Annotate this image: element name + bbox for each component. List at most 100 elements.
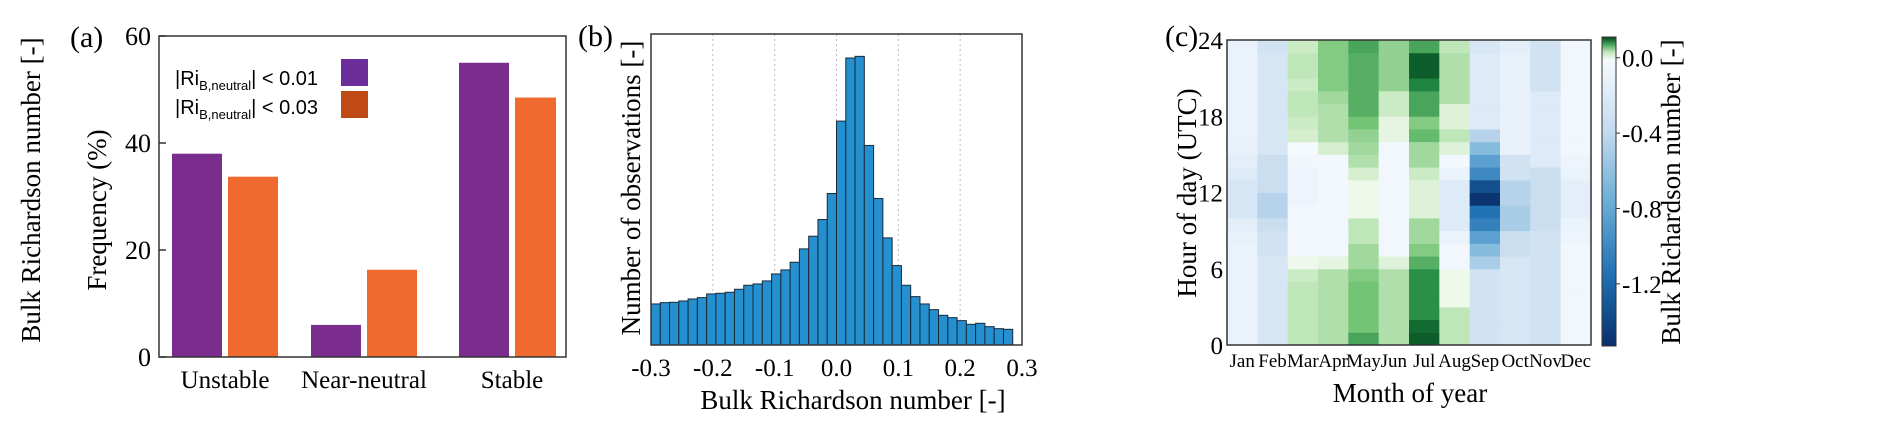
heatmap-cell	[1469, 243, 1501, 257]
month-label: May	[1346, 351, 1381, 372]
heatmap-cell	[1348, 154, 1380, 168]
heatmap-cell	[1530, 65, 1562, 79]
legend-label-2: |RiB,neutral| < 0.03	[175, 97, 318, 122]
heatmap-cell	[1500, 306, 1531, 321]
heatmap-cell	[1318, 116, 1349, 130]
heatmap-cell	[1409, 116, 1440, 130]
heatmap-cell	[1409, 90, 1440, 105]
heatmap-cell	[1257, 268, 1289, 282]
histogram-bar	[854, 55, 865, 346]
heatmap-cell	[1560, 243, 1592, 257]
heatmap-cell	[1348, 306, 1380, 321]
heatmap-cell	[1469, 167, 1501, 181]
heatmap-cell	[1318, 268, 1349, 282]
heatmap-cell	[1530, 52, 1562, 66]
histogram-bar	[808, 235, 819, 346]
heatmap-cell	[1500, 65, 1531, 79]
heatmap-cell	[1409, 141, 1440, 155]
panel-c: (c) Hour of day (UTC) Month of year Bulk…	[1165, 20, 1686, 408]
heatmap-cell	[1287, 205, 1319, 219]
heatmap-cell	[1560, 306, 1592, 321]
heatmap-cell	[1530, 230, 1562, 244]
heatmap-cell	[1287, 192, 1319, 206]
heatmap-cell	[1530, 217, 1562, 232]
histogram-bar	[993, 328, 1004, 346]
heatmap-cell	[1227, 78, 1258, 92]
heatmap-cell	[1409, 128, 1440, 143]
heatmap-cell	[1469, 217, 1501, 232]
heatmap-cell	[1409, 78, 1440, 92]
heatmap-cell	[1530, 103, 1562, 117]
heatmap-cell	[1439, 319, 1471, 333]
heatmap-cell	[1409, 65, 1440, 79]
heatmap-cell	[1409, 294, 1440, 308]
x-tick-label: -0.2	[693, 355, 733, 382]
x-tick-label: 0.2	[945, 355, 976, 382]
heatmap-cell	[1348, 230, 1380, 244]
month-label: Feb	[1258, 351, 1287, 372]
heatmap-cell	[1348, 332, 1380, 346]
heatmap-cell	[1318, 78, 1349, 92]
heatmap-cell	[1560, 230, 1592, 244]
y-tick-label: 24	[1198, 28, 1224, 55]
heatmap-cell	[1469, 192, 1501, 206]
colorbar-tick-label: -0.4	[1622, 121, 1662, 148]
histogram-bar	[947, 317, 958, 346]
heatmap-cell	[1500, 116, 1531, 130]
heatmap-cell	[1257, 78, 1289, 92]
heatmap-cell	[1560, 128, 1592, 143]
heatmap-cell	[1287, 306, 1319, 321]
heatmap-cell	[1257, 281, 1289, 295]
heatmap-cell	[1348, 192, 1380, 206]
y-tick-label: 60	[125, 22, 151, 51]
heatmap-cell	[1500, 128, 1531, 143]
heatmap-cell	[1257, 167, 1289, 181]
bar-unstable-series-1	[172, 153, 222, 357]
heatmap-cell	[1227, 52, 1258, 66]
heatmap-cell	[1469, 52, 1501, 66]
heatmap-cell	[1227, 230, 1258, 244]
heatmap-cell	[1348, 167, 1380, 181]
heatmap-cell	[1318, 40, 1349, 54]
heatmap-cell	[1287, 78, 1319, 92]
heatmap-cell	[1227, 116, 1258, 130]
legend-swatch-2	[341, 91, 368, 118]
heatmap-cell	[1318, 141, 1349, 155]
x-tick-label: Unstable	[181, 367, 270, 394]
heatmap-cell	[1227, 154, 1258, 168]
y-tick-label: 20	[125, 236, 151, 265]
heatmap-cell	[1348, 268, 1380, 282]
colorbar	[1601, 36, 1617, 347]
heatmap-cell	[1560, 268, 1592, 282]
histogram-bar	[743, 284, 754, 346]
heatmap-cell	[1560, 217, 1592, 232]
heatmap-cell	[1500, 217, 1531, 232]
heatmap-cell	[1409, 319, 1440, 333]
heatmap-cell	[1257, 52, 1289, 66]
heatmap-cell	[1409, 243, 1440, 257]
histogram-bar	[650, 303, 661, 346]
histogram-bar	[659, 302, 671, 346]
heatmap-cell	[1469, 78, 1501, 92]
heatmap-cell	[1469, 256, 1501, 270]
histogram-bar	[984, 326, 995, 346]
histogram-bar	[696, 297, 708, 346]
heatmap-cell	[1439, 103, 1471, 117]
histogram-bar	[910, 296, 921, 346]
heatmap-cell	[1378, 294, 1410, 308]
heatmap-cell	[1318, 306, 1349, 321]
heatmap-cell	[1439, 128, 1471, 143]
month-label: Jun	[1381, 351, 1408, 372]
heatmap-cell	[1257, 141, 1289, 155]
heatmap-cell	[1318, 90, 1349, 105]
heatmap-cell	[1287, 294, 1319, 308]
heatmap-cell	[1439, 205, 1471, 219]
heatmap-cell	[1530, 294, 1562, 308]
histogram-bar	[956, 320, 967, 346]
heatmap-cell	[1439, 141, 1471, 155]
heatmap-cell	[1318, 217, 1349, 232]
histogram-bar	[724, 291, 735, 346]
heatmap-cell	[1257, 230, 1289, 244]
heatmap-cell	[1500, 179, 1531, 193]
panel-b: (b) Number of observations [-] Bulk Rich…	[578, 20, 1038, 415]
